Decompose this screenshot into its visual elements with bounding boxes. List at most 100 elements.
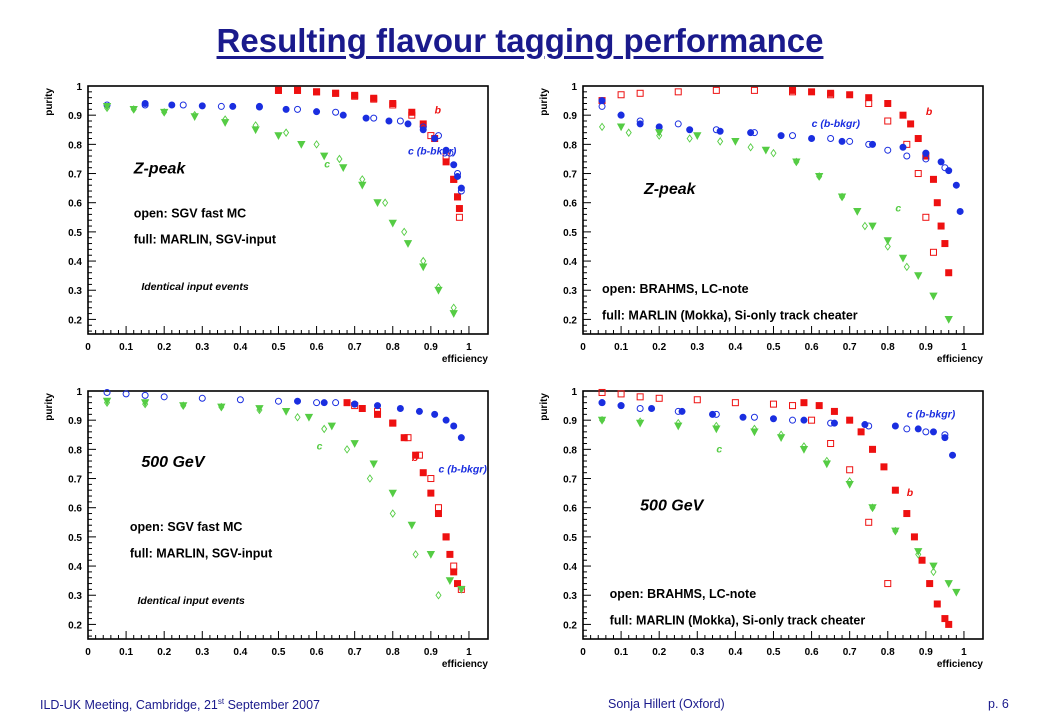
point-c_bkgr-full [404, 120, 412, 128]
x-tick-label: 1 [961, 342, 967, 353]
point-c-full [853, 208, 862, 216]
y-tick-label: 0.9 [68, 111, 82, 122]
footer-meeting: ILD-UK Meeting, Cambridge, 21st Septembe… [40, 697, 320, 712]
point-c_bkgr-full [351, 400, 359, 408]
y-tick-label: 1 [76, 387, 82, 398]
point-c_bkgr-open [313, 399, 321, 407]
point-b-full [450, 568, 458, 576]
series-c-full [597, 416, 961, 597]
x-tick-label: 0.6 [805, 342, 819, 353]
plot-frame [87, 390, 489, 640]
point-b-full [926, 580, 934, 588]
point-c_bkgr-full [686, 126, 694, 134]
point-c-full [815, 173, 824, 181]
page-title: Resulting flavour tagging performance [0, 22, 1040, 60]
point-c_bkgr-open [903, 425, 911, 433]
point-b-full [865, 94, 873, 102]
point-c-open [656, 131, 663, 140]
x-tick-label: 0.7 [348, 342, 362, 353]
y-tick-label: 0.5 [68, 533, 82, 544]
point-b-open [865, 100, 873, 108]
point-b-full [389, 100, 397, 108]
y-tick-label: 0.3 [68, 591, 82, 602]
series-c-open [598, 415, 937, 577]
point-c-full [776, 434, 786, 443]
y-axis-label: purity [44, 393, 55, 421]
point-c-full [102, 103, 112, 111]
point-c-full [655, 129, 664, 138]
point-c-full [898, 254, 908, 263]
point-c_bkgr-full [431, 410, 439, 418]
annotation-mid: open: SGV fast MC [134, 206, 247, 220]
point-c_bkgr-open [598, 102, 606, 110]
series-c_bkgr-open [103, 388, 359, 408]
point-c_bkgr-full [313, 108, 321, 116]
annotation-lbl: c (b-bkgr) [438, 464, 487, 476]
x-tick-label: 1 [466, 647, 472, 658]
point-c-full [388, 489, 397, 498]
point-c_bkgr-open [884, 146, 892, 154]
point-c_bkgr-open [122, 390, 130, 398]
y-tick-label: 0.6 [563, 199, 577, 210]
point-b-full [910, 533, 918, 541]
y-tick-label: 0.7 [563, 475, 577, 486]
point-c_bkgr-full [415, 407, 423, 415]
point-c_bkgr-open [103, 388, 111, 396]
series-c_bkgr-full [141, 100, 465, 192]
point-c-full [251, 126, 260, 135]
x-tick-label: 0.1 [614, 647, 628, 658]
point-c_bkgr-full [598, 97, 606, 105]
x-tick-label: 1 [466, 342, 472, 353]
x-axis-label: efficiency [937, 659, 984, 670]
point-b-open [769, 400, 777, 408]
point-c-open [930, 567, 937, 577]
point-c_bkgr-open [217, 102, 225, 110]
point-c-full [350, 440, 359, 448]
x-tick-label: 0.6 [310, 647, 324, 658]
series-b-full [343, 399, 462, 588]
point-c-full [407, 521, 416, 530]
y-tick-label: 0.9 [563, 111, 577, 122]
y-tick-label: 0.8 [68, 140, 82, 151]
y-tick-label: 0.7 [68, 475, 82, 486]
point-c-open [401, 227, 408, 237]
point-c_bkgr-open [160, 393, 168, 401]
point-c-full [297, 140, 306, 149]
point-b-full [442, 158, 450, 166]
point-c-full [320, 152, 329, 161]
point-c-full [281, 408, 291, 416]
point-b-full [442, 533, 450, 541]
point-c_bkgr-full [229, 102, 237, 110]
point-c_bkgr-open [636, 405, 644, 413]
chart-500gev-brahms: 0 0.1 0.2 0.3 0.4 0.5 0.6 0.7 0.8 0.9 1 0.2 0.3 0.4 0.… [539, 387, 984, 670]
annotation-mid: open: SGV fast MC [130, 520, 243, 534]
x-tick-label: 0.9 [919, 342, 933, 353]
point-c-full [274, 132, 283, 140]
y-tick-label: 0.3 [563, 591, 577, 602]
series-c_bkgr-full [598, 97, 964, 215]
point-c_bkgr-full [617, 402, 625, 410]
point-c_bkgr-full [945, 167, 953, 175]
point-c_bkgr-full [937, 158, 945, 166]
point-c-open [770, 148, 777, 158]
point-c_bkgr-open [332, 108, 340, 116]
point-c-full [944, 316, 953, 324]
point-c-full [635, 419, 645, 428]
point-c-full [845, 480, 854, 489]
point-c-open [412, 550, 419, 559]
footer-meeting-text: ILD-UK Meeting, Cambridge, 21 [40, 698, 218, 713]
x-tick-label: 0.8 [386, 342, 400, 353]
chart-z-peak-sgv: 0 0.1 0.2 0.3 0.4 0.5 0.6 0.7 0.8 0.9 1 0.2 0.3 0.4 0.… [44, 82, 489, 365]
x-tick-label: 0.6 [310, 342, 324, 353]
point-c_bkgr-full [739, 413, 747, 421]
point-c-full [403, 240, 413, 248]
point-b-full [370, 94, 378, 102]
point-b-full [412, 451, 420, 459]
point-c_bkgr-open [370, 114, 378, 122]
point-b-open [865, 518, 873, 526]
point-b-full [313, 88, 321, 96]
point-c-full [388, 219, 397, 228]
point-c_bkgr-open [827, 135, 835, 143]
point-c_bkgr-open [332, 399, 340, 407]
point-b-open [636, 393, 644, 401]
